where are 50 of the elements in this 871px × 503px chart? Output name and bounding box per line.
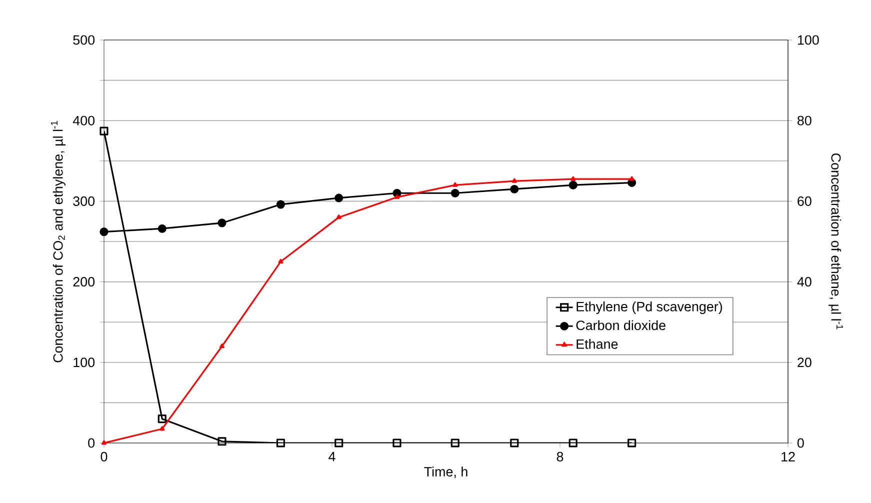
point	[336, 214, 342, 220]
point	[394, 194, 400, 199]
y-tick-label: 300	[73, 196, 95, 206]
point	[219, 343, 225, 348]
x-tick-label: 8	[556, 452, 564, 462]
point	[100, 126, 108, 136]
legend-label: Carbon dioxide	[576, 320, 666, 330]
y-tick-label: 500	[73, 35, 95, 45]
point	[568, 180, 578, 190]
point	[334, 194, 344, 202]
point	[510, 438, 519, 448]
point	[218, 437, 226, 446]
point	[450, 438, 460, 448]
point	[100, 228, 108, 236]
y-tick-label: 100	[74, 358, 95, 368]
y2-tick-label: 20	[798, 358, 812, 368]
point	[218, 218, 226, 228]
x-tick-label: 12	[782, 452, 795, 462]
point	[570, 176, 576, 181]
point	[158, 414, 166, 424]
y2-tick-label: 100	[798, 35, 819, 45]
y-tick-label: 400	[72, 116, 95, 126]
x-axis-title: Time, h	[424, 466, 468, 478]
y2-tick-label: 60	[798, 196, 812, 206]
y-axis-title: Concentration of CO$_{2}$ and ethylene, µl l$^{-1}$	[50, 121, 66, 362]
point	[450, 188, 460, 198]
point	[452, 182, 458, 187]
point	[392, 438, 402, 448]
point	[278, 258, 284, 264]
y2-axis-title: Concentration of ethane, µl l$^{-1}$	[828, 154, 844, 330]
point	[158, 224, 166, 233]
point	[568, 438, 578, 448]
y2-tick-label: 80	[798, 116, 812, 126]
y2-tick-label: 0	[797, 438, 804, 448]
y-tick-label: 0	[88, 438, 95, 448]
point	[276, 438, 285, 448]
point	[629, 176, 634, 181]
point	[160, 426, 165, 431]
y2-tick-label: 40	[797, 277, 812, 287]
point	[276, 200, 285, 209]
legend-label: Ethylene (Pd scavenger)	[576, 301, 722, 314]
point	[334, 438, 344, 448]
point	[101, 440, 107, 445]
point	[512, 178, 517, 183]
legend-label: Ethane	[576, 338, 618, 349]
x-tick-label: 0	[100, 452, 108, 462]
y-tick-label: 200	[73, 277, 95, 287]
point	[510, 184, 519, 194]
x-tick-label: 4	[328, 452, 336, 462]
point	[628, 438, 636, 448]
